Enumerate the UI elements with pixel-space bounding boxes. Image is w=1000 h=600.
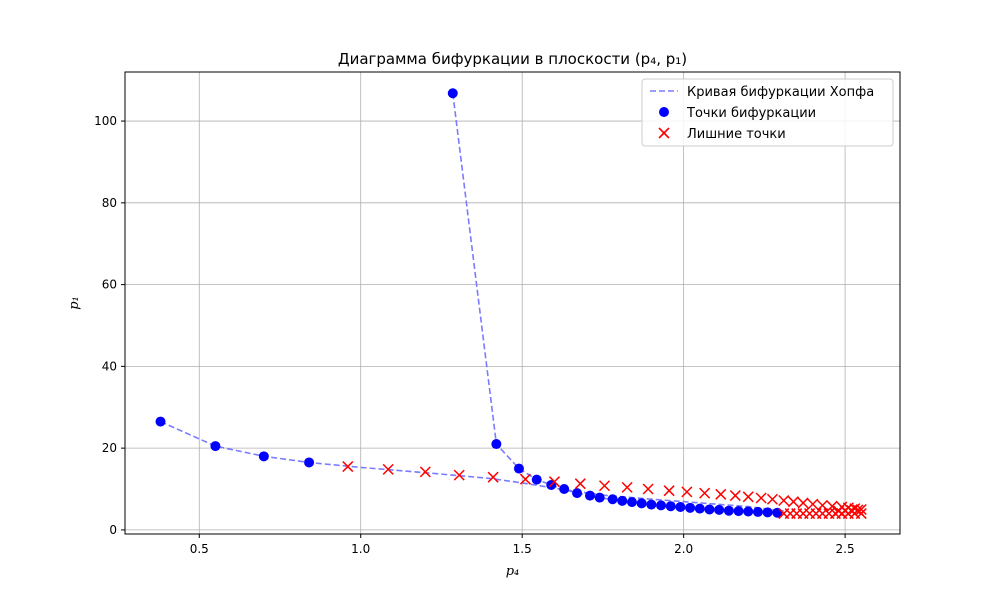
bifurcation-point	[585, 490, 595, 501]
extra-point	[797, 497, 809, 509]
extra-point	[699, 487, 711, 499]
bifurcation-point	[675, 502, 686, 513]
x-axis-label: p₄	[506, 564, 520, 579]
extra-point	[715, 488, 727, 500]
x-tick-label: 2.5	[836, 542, 855, 556]
bifurcation-point	[733, 506, 744, 517]
extra-point	[487, 471, 499, 483]
x-tick-label: 1.0	[351, 542, 370, 556]
extra-point	[574, 478, 586, 490]
legend-box	[641, 78, 894, 147]
extra-point	[816, 499, 829, 511]
legend-curve-label: Кривая бифуркации Хопфа	[687, 85, 874, 100]
x-tick-label: 2.0	[674, 542, 693, 556]
legend-points-swatch	[659, 107, 669, 117]
bifurcation-point	[636, 498, 647, 509]
bifurcation-point	[685, 502, 696, 513]
bifurcation-point	[210, 441, 221, 452]
y-tick-label: 60	[102, 278, 117, 292]
bifurcation-point	[447, 88, 458, 99]
bifurcation-point	[656, 500, 667, 511]
y-tick-label: 40	[102, 359, 117, 373]
bifurcation-point	[531, 474, 542, 485]
bifurcation-point	[491, 439, 502, 450]
extra-point	[382, 463, 394, 475]
extra-point	[681, 486, 693, 498]
bifurcation-point	[258, 451, 269, 462]
extra-point	[787, 496, 799, 508]
extra-point	[599, 480, 611, 492]
plot-frame	[124, 71, 901, 535]
extra-point	[419, 466, 431, 478]
bifurcation-point	[762, 507, 773, 518]
y-tick-label: 20	[102, 441, 117, 455]
bifurcation-point	[513, 463, 524, 474]
bifurcation-point	[752, 506, 763, 517]
bifurcation-point	[723, 505, 734, 516]
bifurcation-point	[646, 499, 657, 510]
grid	[125, 72, 900, 534]
bifurcation-point	[594, 492, 605, 503]
bifurcation-point	[626, 497, 637, 508]
extra-point	[766, 493, 778, 505]
bifurcation-point	[304, 457, 315, 468]
x-tick-label: 0.5	[190, 542, 209, 556]
ticks: 0.5 1.0 1.5 2.0 2.5 0 20 40 60 80 100	[94, 114, 855, 556]
bifurcation-point	[714, 504, 725, 515]
hopf-curve-line	[452, 93, 781, 514]
legend-points-label: Точки бифуркации	[686, 106, 816, 121]
bifurcation-point	[665, 501, 676, 512]
y-tick-label: 0	[109, 523, 117, 537]
extra-point	[778, 494, 790, 507]
extra-point	[519, 473, 531, 485]
bifurcation-point	[704, 504, 715, 515]
y-axis-label: p₁	[67, 296, 82, 310]
bifurcation-point	[607, 494, 618, 505]
bifurcation-point	[572, 488, 583, 499]
x-tick-label: 1.5	[513, 542, 532, 556]
plot-data	[155, 88, 867, 520]
extra-point	[729, 490, 741, 502]
hopf-curve-line	[160, 420, 784, 512]
bifurcation-point	[694, 503, 705, 514]
bifurcation-point	[559, 484, 570, 495]
extra-point	[642, 483, 654, 495]
chart-title: Диаграмма бифуркации в плоскости (p₄, p₁…	[338, 50, 687, 68]
bifurcation-point	[743, 506, 754, 517]
extra-point	[342, 461, 354, 473]
legend-extra-swatch	[658, 127, 670, 139]
extra-point	[852, 504, 864, 516]
extra-point	[755, 492, 767, 504]
bifurcation-point	[617, 495, 628, 506]
y-tick-label: 80	[102, 196, 117, 210]
extra-point	[548, 476, 561, 488]
y-tick-label: 100	[94, 114, 117, 128]
extra-point	[826, 500, 838, 512]
extra-point	[453, 469, 465, 481]
legend: Кривая бифуркации Хопфа Точки бифуркации…	[641, 78, 894, 147]
extra-point	[621, 481, 633, 493]
extra-point	[807, 498, 819, 510]
bifurcation-point	[155, 416, 166, 427]
extra-point	[742, 491, 754, 503]
extra-point	[855, 503, 867, 515]
legend-extra-label: Лишние точки	[687, 127, 786, 142]
extra-point	[663, 485, 675, 497]
